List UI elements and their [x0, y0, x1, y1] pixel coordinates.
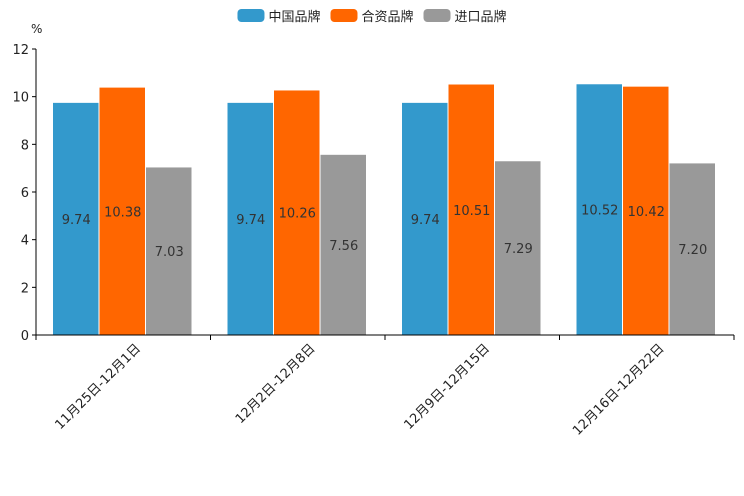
- data-label: 10.26: [279, 207, 316, 222]
- legend-label: 合资品牌: [361, 9, 413, 25]
- y-axis-unit-label: %: [31, 22, 42, 36]
- x-category-label: 11月25日-12月1日: [52, 341, 144, 433]
- data-label: 10.42: [628, 205, 665, 220]
- bar: [320, 154, 366, 335]
- y-tick-label: 10: [12, 91, 29, 106]
- bar: [274, 90, 320, 335]
- bar: [146, 167, 192, 335]
- bar: [448, 84, 494, 336]
- data-label: 10.52: [581, 204, 618, 219]
- bar: [495, 161, 541, 335]
- data-label: 10.38: [104, 205, 141, 220]
- legend-label: 进口品牌: [455, 9, 507, 25]
- legend-item[interactable]: 合资品牌: [330, 9, 414, 25]
- y-tick-label: 12: [12, 43, 29, 58]
- bar: [623, 86, 669, 335]
- y-tick-label: 0: [21, 329, 29, 344]
- bar: [227, 102, 273, 335]
- legend-swatch: [423, 9, 451, 22]
- y-tick-label: 4: [21, 234, 29, 249]
- bar: [402, 102, 448, 335]
- legend-item[interactable]: 进口品牌: [423, 9, 507, 25]
- bar: [669, 163, 715, 335]
- legend-label: 中国品牌: [268, 9, 320, 25]
- bar: [576, 84, 622, 335]
- bars: 9.74 9.74 9.74 10.52 10.38 10.26 10.51 10.42 7.0…: [53, 84, 715, 336]
- legend-swatch: [237, 9, 265, 22]
- x-category-label: 12月9日-12月15日: [401, 341, 493, 433]
- y-axis: 0 2 4 6 8 10 12: [12, 43, 37, 344]
- y-tick-label: 8: [21, 138, 29, 153]
- data-label: 9.74: [236, 213, 265, 228]
- data-label: 10.51: [453, 204, 490, 219]
- data-label: 7.29: [504, 242, 533, 257]
- data-label: 7.03: [155, 245, 184, 260]
- x-axis: 11月25日-12月1日 12月2日-12月8日 12月9日-12月15日 12月16…: [35, 334, 735, 439]
- legend-swatch: [330, 9, 358, 22]
- y-tick-label: 6: [21, 186, 29, 201]
- bar: [53, 102, 99, 335]
- legend-item[interactable]: 中国品牌: [237, 9, 320, 25]
- data-label: 9.74: [411, 213, 440, 228]
- legend: 中国品牌 合资品牌 进口品牌: [237, 9, 507, 25]
- bar: [99, 87, 145, 335]
- y-tick-label: 2: [21, 281, 29, 296]
- data-label: 9.74: [62, 213, 91, 228]
- data-label: 7.20: [678, 243, 707, 258]
- x-category-label: 12月2日-12月8日: [233, 341, 319, 427]
- data-label: 7.56: [329, 239, 358, 254]
- x-category-label: 12月16日-12月22日: [570, 341, 667, 438]
